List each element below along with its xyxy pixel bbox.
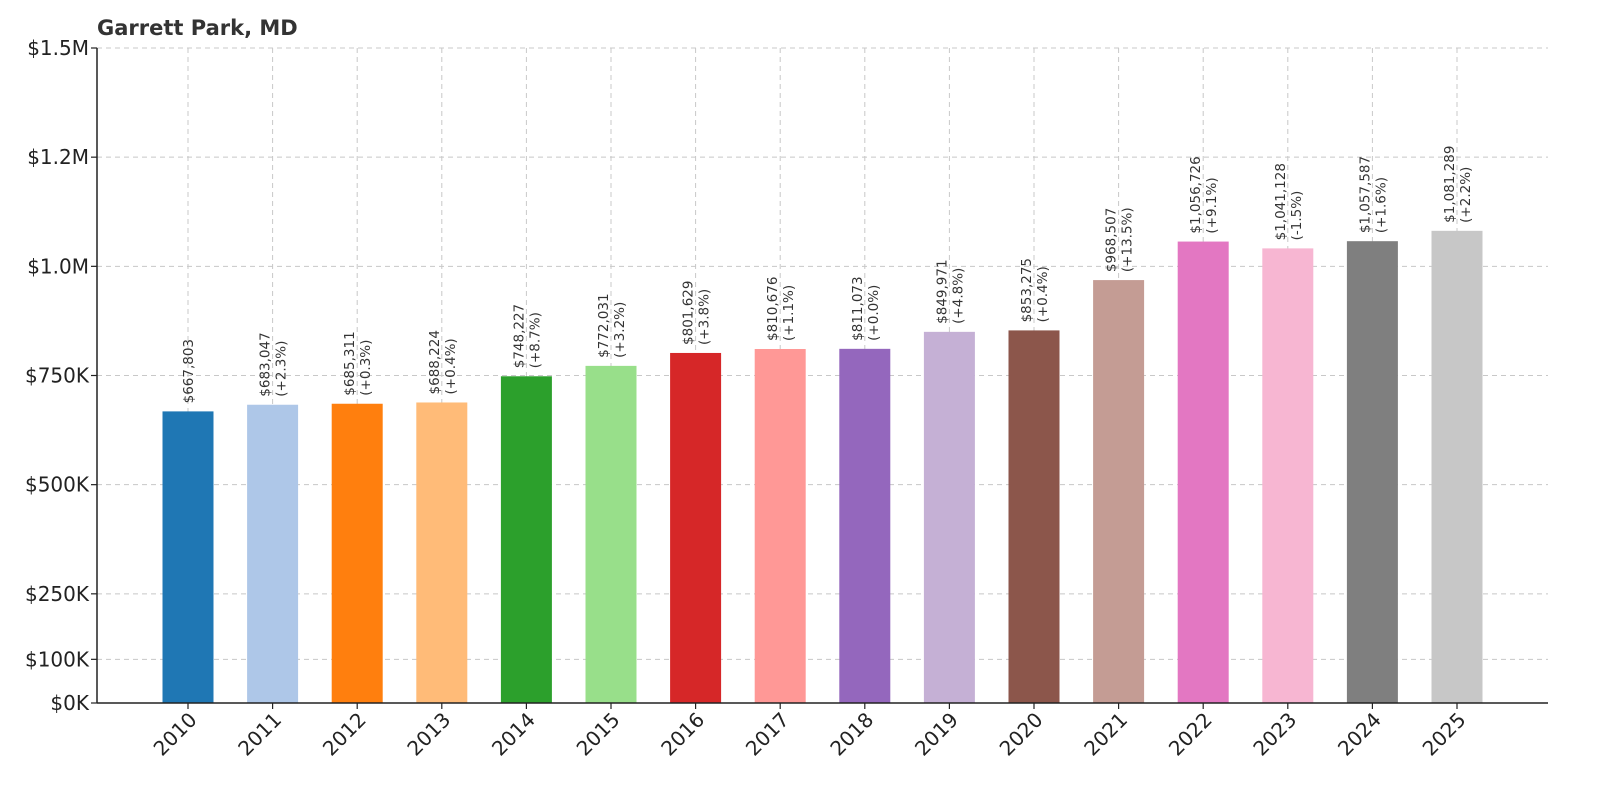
- value-label: $748,227: [511, 304, 527, 368]
- y-tick-label: $1.0M: [27, 254, 89, 278]
- change-label: (+3.2%): [612, 302, 628, 358]
- x-tick-label: 2015: [572, 708, 625, 761]
- value-label: $1,056,726: [1188, 156, 1204, 233]
- bar-2012: [331, 403, 383, 703]
- bar-2016: [670, 352, 722, 703]
- data-label-2023: $1,041,128 (-1.5%): [1273, 163, 1305, 240]
- data-label-2013: $688,224 (+0.4%): [427, 330, 459, 394]
- bar-2017: [754, 349, 806, 703]
- x-tick-label: 2021: [1079, 708, 1132, 761]
- y-tick-label: $1.5M: [27, 36, 89, 60]
- value-label: $667,803: [181, 339, 197, 403]
- x-axis-ticks: 2010 2011 2012 2013 2014 2015 2016 2017 2018 2019…: [149, 703, 1471, 761]
- bar-2011: [247, 404, 299, 703]
- data-label-2021: $968,507 (+13.5%): [1104, 207, 1136, 272]
- change-label: (+4.8%): [950, 268, 966, 324]
- data-label-2020: $853,275 (+0.4%): [1019, 258, 1051, 322]
- x-tick-label: 2022: [1164, 708, 1217, 761]
- value-label: $968,507: [1104, 208, 1120, 272]
- data-label-2014: $748,227 (+8.7%): [511, 304, 543, 368]
- value-label: $683,047: [258, 332, 274, 396]
- change-label: (+0.3%): [358, 340, 374, 396]
- chart-title: Garrett Park, MD: [97, 16, 298, 40]
- value-label: $811,073: [850, 276, 866, 340]
- change-label: (+3.8%): [697, 289, 713, 345]
- bar-2014: [500, 376, 552, 703]
- value-label: $1,081,289: [1442, 146, 1458, 223]
- y-axis-ticks: $0K $100K $250K $500K $750K $1.0M $1.2M $1.5M: [25, 36, 97, 715]
- bars: [162, 230, 1483, 704]
- bar-2023: [1262, 248, 1314, 704]
- y-tick-label: $100K: [25, 647, 90, 671]
- x-tick-label: 2016: [656, 708, 709, 761]
- value-label: $772,031: [596, 293, 612, 357]
- data-label-2025: $1,081,289 (+2.2%): [1442, 146, 1474, 223]
- y-tick-label: $500K: [25, 473, 90, 497]
- bar-2024: [1346, 241, 1398, 703]
- value-label: $849,971: [934, 259, 950, 323]
- change-label: (+2.2%): [1458, 167, 1474, 223]
- data-label-2016: $801,629 (+3.8%): [681, 281, 713, 345]
- data-label-2018: $811,073 (+0.0%): [850, 276, 882, 340]
- y-tick-label: $250K: [25, 582, 90, 606]
- change-label: (+0.4%): [443, 338, 459, 394]
- data-label-2022: $1,056,726 (+9.1%): [1188, 156, 1220, 233]
- x-tick-label: 2018: [825, 708, 878, 761]
- x-tick-label: 2014: [487, 708, 540, 761]
- bar-2020: [1008, 330, 1060, 703]
- y-tick-label: $1.2M: [27, 145, 89, 169]
- bar-2018: [839, 348, 891, 703]
- gridlines: [97, 47, 1548, 704]
- value-label: $853,275: [1019, 258, 1035, 322]
- bar-2022: [1177, 241, 1229, 703]
- bar-2015: [585, 365, 637, 703]
- value-label: $810,676: [765, 277, 781, 341]
- bar-2025: [1431, 230, 1483, 703]
- x-tick-label: 2020: [995, 708, 1048, 761]
- x-tick-label: 2013: [402, 708, 455, 761]
- data-labels: $667,803 $683,047 (+2.3%) $685,311 (+0.3%) $6…: [181, 146, 1474, 404]
- data-label-2010: $667,803: [181, 339, 197, 403]
- change-label: (+13.5%): [1120, 207, 1136, 272]
- value-label: $685,311: [342, 331, 358, 395]
- value-label: $801,629: [681, 281, 697, 345]
- value-label: $688,224: [427, 330, 443, 394]
- data-label-2015: $772,031 (+3.2%): [596, 293, 628, 357]
- change-label: (+9.1%): [1204, 177, 1220, 233]
- x-tick-label: 2023: [1248, 708, 1301, 761]
- data-label-2011: $683,047 (+2.3%): [258, 332, 290, 396]
- change-label: (-1.5%): [1289, 191, 1305, 241]
- value-label: $1,057,587: [1357, 156, 1373, 233]
- change-label: (+1.1%): [781, 285, 797, 341]
- data-label-2017: $810,676 (+1.1%): [765, 277, 797, 341]
- y-tick-label: $750K: [25, 364, 90, 388]
- change-label: (+2.3%): [274, 341, 290, 397]
- bar-2019: [923, 331, 975, 703]
- y-tick-label: $0K: [50, 691, 89, 715]
- x-tick-label: 2010: [149, 708, 202, 761]
- data-label-2012: $685,311 (+0.3%): [342, 331, 374, 395]
- bar-2010: [162, 411, 214, 703]
- change-label: (+8.7%): [527, 312, 543, 368]
- data-label-2019: $849,971 (+4.8%): [934, 259, 966, 323]
- change-label: (+1.6%): [1373, 177, 1389, 233]
- bar-2021: [1093, 280, 1145, 703]
- data-label-2024: $1,057,587 (+1.6%): [1357, 156, 1389, 233]
- value-label: $1,041,128: [1273, 163, 1289, 240]
- x-tick-label: 2017: [741, 708, 794, 761]
- change-label: (+0.0%): [866, 285, 882, 341]
- x-tick-label: 2019: [910, 708, 963, 761]
- x-tick-label: 2025: [1418, 708, 1471, 761]
- change-label: (+0.4%): [1035, 266, 1051, 322]
- x-tick-label: 2012: [318, 708, 371, 761]
- x-tick-label: 2024: [1333, 708, 1386, 761]
- x-tick-label: 2011: [233, 708, 286, 761]
- bar-2013: [416, 402, 468, 703]
